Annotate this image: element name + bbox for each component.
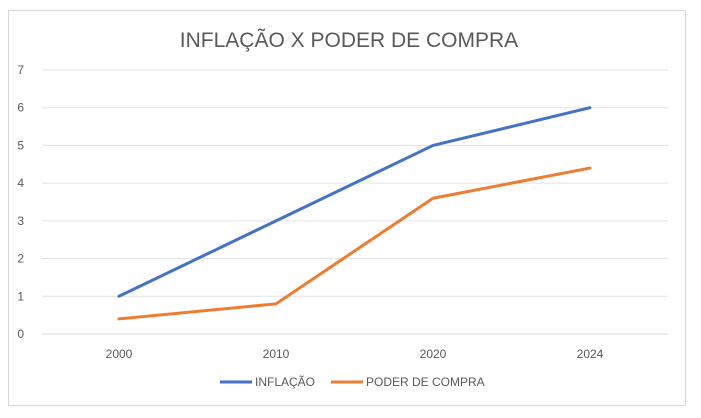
x-axis-ticks: 2000 2010 2020 2024 (106, 347, 604, 361)
x-tick-label: 2010 (263, 347, 290, 361)
chart-frame (8, 10, 686, 406)
y-tick-label: 4 (17, 176, 24, 190)
series-lines (117, 106, 592, 321)
y-tick-label: 6 (17, 101, 24, 115)
y-tick-label: 5 (17, 138, 24, 152)
y-tick-label: 1 (17, 289, 24, 303)
y-tick-label: 2 (17, 252, 24, 266)
y-tick-label: 7 (17, 63, 24, 77)
legend: INFLAÇÃO PODER DE COMPRA (220, 375, 485, 389)
series-line-0 (117, 106, 592, 298)
legend-label-1: PODER DE COMPRA (366, 375, 485, 389)
legend-label-0: INFLAÇÃO (255, 375, 315, 389)
y-tick-label: 0 (17, 327, 24, 341)
chart-title: INFLAÇÃO X PODER DE COMPRA (180, 28, 518, 52)
gridlines (42, 69, 668, 335)
y-axis-ticks: 0 1 2 3 4 5 6 7 (17, 63, 24, 341)
x-tick-label: 2000 (106, 347, 133, 361)
x-tick-label: 2024 (577, 347, 604, 361)
x-tick-label: 2020 (420, 347, 447, 361)
series-line-1 (117, 166, 592, 321)
y-tick-label: 3 (17, 214, 24, 228)
